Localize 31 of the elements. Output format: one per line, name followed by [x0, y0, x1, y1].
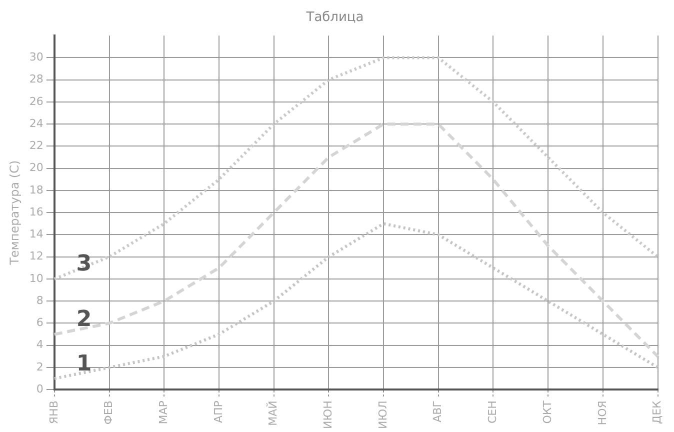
y-tick-label: 0 — [36, 382, 44, 396]
y-tick-label: 24 — [29, 116, 44, 130]
y-tick-label: 14 — [29, 228, 44, 241]
chart-title: Таблица — [305, 10, 364, 26]
y-tick-label: 18 — [29, 183, 44, 196]
y-tick-label: 20 — [29, 161, 44, 174]
x-tick-label: ФЕВ — [102, 400, 116, 425]
y-axis-title: Температура (С) — [7, 160, 22, 266]
y-tick-label: 12 — [29, 250, 44, 263]
x-tick-label: ИЮН — [322, 400, 335, 430]
x-tick-label: СЕН — [486, 400, 500, 424]
series-label: 3 — [76, 252, 92, 277]
x-tick-label: НОЯ — [596, 400, 609, 426]
y-tick-label: 2 — [36, 360, 44, 374]
y-tick-label: 4 — [36, 338, 44, 352]
y-tick-label: 16 — [29, 205, 44, 218]
x-tick-label: ОКТ — [540, 400, 554, 424]
y-tick-label: 28 — [29, 72, 44, 86]
y-tick-label: 10 — [29, 272, 44, 285]
x-tick-label: ЯНВ — [47, 400, 60, 424]
x-tick-label: АПР — [212, 400, 225, 424]
x-tick-label: АВГ — [431, 400, 444, 422]
x-tick-label: ДЕК — [650, 400, 664, 424]
y-tick-label: 8 — [36, 294, 44, 307]
x-tick-label: ИЮЛ — [376, 400, 390, 430]
y-tick-label: 30 — [29, 50, 44, 64]
x-tick-label: МАР — [156, 400, 170, 424]
x-tick-label: МАЙ — [266, 400, 280, 426]
y-tick-label: 26 — [29, 94, 44, 108]
y-tick-label: 6 — [36, 316, 44, 330]
y-tick-label: 22 — [29, 139, 44, 152]
